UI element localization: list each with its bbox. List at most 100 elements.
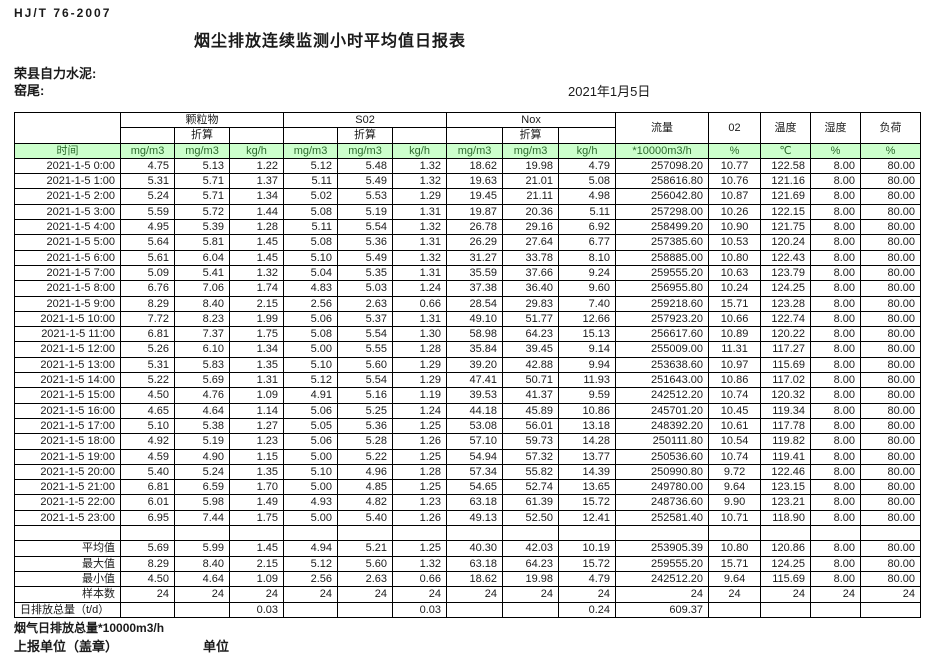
time-cell: 2021-1-5 4:00 [14, 219, 121, 236]
value-cell: 1.24 [392, 402, 448, 419]
time-cell: 2021-1-5 14:00 [14, 372, 121, 389]
value-cell: 10.80 [708, 540, 762, 557]
value-cell: 2.63 [337, 295, 394, 312]
value-cell [860, 601, 922, 618]
value-cell: 1.32 [392, 219, 448, 236]
value-cell: 1.25 [392, 540, 448, 557]
value-cell: 10.24 [708, 280, 762, 297]
value-cell: 39.20 [446, 356, 504, 374]
data-row: 2021-1-5 15:00 4.50 4.76 1.09 4.91 5.16 1.19 39… [14, 387, 922, 404]
value-cell: 4.79 [558, 570, 617, 588]
value-cell: 250536.60 [615, 448, 710, 465]
value-cell: 7.72 [120, 310, 175, 328]
value-cell: 122.15 [760, 203, 812, 221]
value-cell: 10.54 [708, 433, 762, 450]
value-cell: 19.45 [446, 188, 504, 205]
value-cell: 4.82 [337, 494, 394, 511]
value-cell: 6.81 [120, 326, 175, 343]
value-cell: 80.00 [860, 402, 922, 419]
value-cell: 5.00 [283, 341, 339, 358]
value-cell: 1.34 [228, 188, 285, 205]
value-cell: 5.38 [174, 417, 230, 435]
value-cell: 119.82 [760, 433, 812, 450]
value-cell: 9.24 [558, 264, 617, 282]
value-cell: 5.16 [337, 387, 394, 404]
value-cell: 5.48 [337, 157, 394, 175]
value-cell: 24 [502, 586, 560, 603]
value-cell: 8.00 [810, 417, 862, 435]
value-cell: 24 [228, 586, 285, 603]
value-cell: 1.14 [228, 402, 285, 419]
value-cell: 8.29 [120, 555, 175, 572]
group-header-row: 颗粒物 S02 Nox 流量 02 温度 湿度 负荷 [14, 111, 922, 144]
converted-header-nox: 折算 [502, 127, 560, 144]
data-row: 2021-1-5 16:00 4.65 4.64 1.14 5.06 5.25 1.24 44… [14, 402, 922, 419]
value-cell: 80.00 [860, 310, 922, 328]
report-date: 2021年1月5日 [568, 84, 651, 99]
value-cell: 29.83 [502, 295, 560, 312]
value-cell: 14.39 [558, 463, 617, 481]
value-cell: 4.64 [174, 570, 230, 588]
value-cell: 35.59 [446, 264, 504, 282]
time-cell: 2021-1-5 21:00 [14, 479, 121, 496]
value-cell: 1.22 [228, 157, 285, 175]
value-cell: 2.56 [283, 295, 339, 312]
value-cell: 0.66 [392, 295, 448, 312]
value-cell: 5.08 [283, 234, 339, 251]
value-cell: 1.28 [392, 463, 448, 481]
value-cell: 80.00 [860, 188, 922, 205]
value-cell [446, 601, 504, 618]
data-row: 2021-1-5 18:00 4.92 5.19 1.23 5.06 5.28 1.26 57… [14, 433, 922, 450]
unit-header: % [810, 142, 862, 159]
value-cell: 4.65 [120, 402, 175, 419]
value-cell: 5.11 [283, 173, 339, 190]
value-cell: 5.31 [120, 173, 175, 190]
unit-header: mg/m3 [283, 142, 339, 159]
value-cell: 24 [337, 586, 394, 603]
value-cell: 10.61 [708, 417, 762, 435]
value-cell: 10.53 [708, 234, 762, 251]
value-cell: 9.59 [558, 387, 617, 404]
data-row: 2021-1-5 14:00 5.22 5.69 1.31 5.12 5.54 1.29 47… [14, 372, 922, 389]
value-cell: 15.71 [708, 555, 762, 572]
value-cell: 63.18 [446, 555, 504, 572]
value-cell: 8.00 [810, 280, 862, 297]
value-cell: 80.00 [860, 326, 922, 343]
value-cell: 80.00 [860, 540, 922, 557]
value-cell: 8.40 [174, 555, 230, 572]
value-cell: 41.37 [502, 387, 560, 404]
column-header-humidity: 湿度 [810, 112, 862, 144]
value-cell: 0.24 [558, 601, 617, 618]
value-cell: 8.40 [174, 295, 230, 312]
value-cell: 5.54 [337, 219, 394, 236]
data-row: 2021-1-5 9:00 8.29 8.40 2.15 2.56 2.63 0.66 28.… [14, 295, 922, 312]
value-cell: 256955.80 [615, 280, 710, 297]
value-cell: 1.28 [392, 341, 448, 358]
value-cell: 7.40 [558, 295, 617, 312]
summary-label: 样本数 [14, 586, 121, 603]
value-cell: 29.16 [502, 219, 560, 236]
value-cell: 5.00 [283, 509, 339, 527]
value-cell: 5.60 [337, 356, 394, 374]
value-cell: 4.92 [120, 433, 175, 450]
value-cell: 4.75 [120, 157, 175, 175]
value-cell: 80.00 [860, 570, 922, 588]
value-cell: 4.50 [120, 570, 175, 588]
empty-header-cell [558, 127, 617, 144]
value-cell: 245701.20 [615, 402, 710, 419]
value-cell: 5.02 [283, 188, 339, 205]
value-cell: 8.00 [810, 264, 862, 282]
data-row: 2021-1-5 3:00 5.59 5.72 1.44 5.08 5.19 1.31 19.… [14, 203, 922, 221]
value-cell: 8.00 [810, 448, 862, 465]
unit-header: *10000m3/h [615, 142, 710, 159]
value-cell: 13.18 [558, 417, 617, 435]
value-cell: 10.77 [708, 157, 762, 175]
value-cell: 18.62 [446, 157, 504, 175]
column-header-o2: 02 [708, 112, 762, 144]
value-cell: 5.10 [283, 356, 339, 374]
data-row: 2021-1-5 1:00 5.31 5.71 1.37 5.11 5.49 1.32 19.… [14, 173, 922, 190]
value-cell: 80.00 [860, 509, 922, 527]
unit-header: kg/h [228, 142, 285, 159]
value-cell: 5.13 [174, 157, 230, 175]
